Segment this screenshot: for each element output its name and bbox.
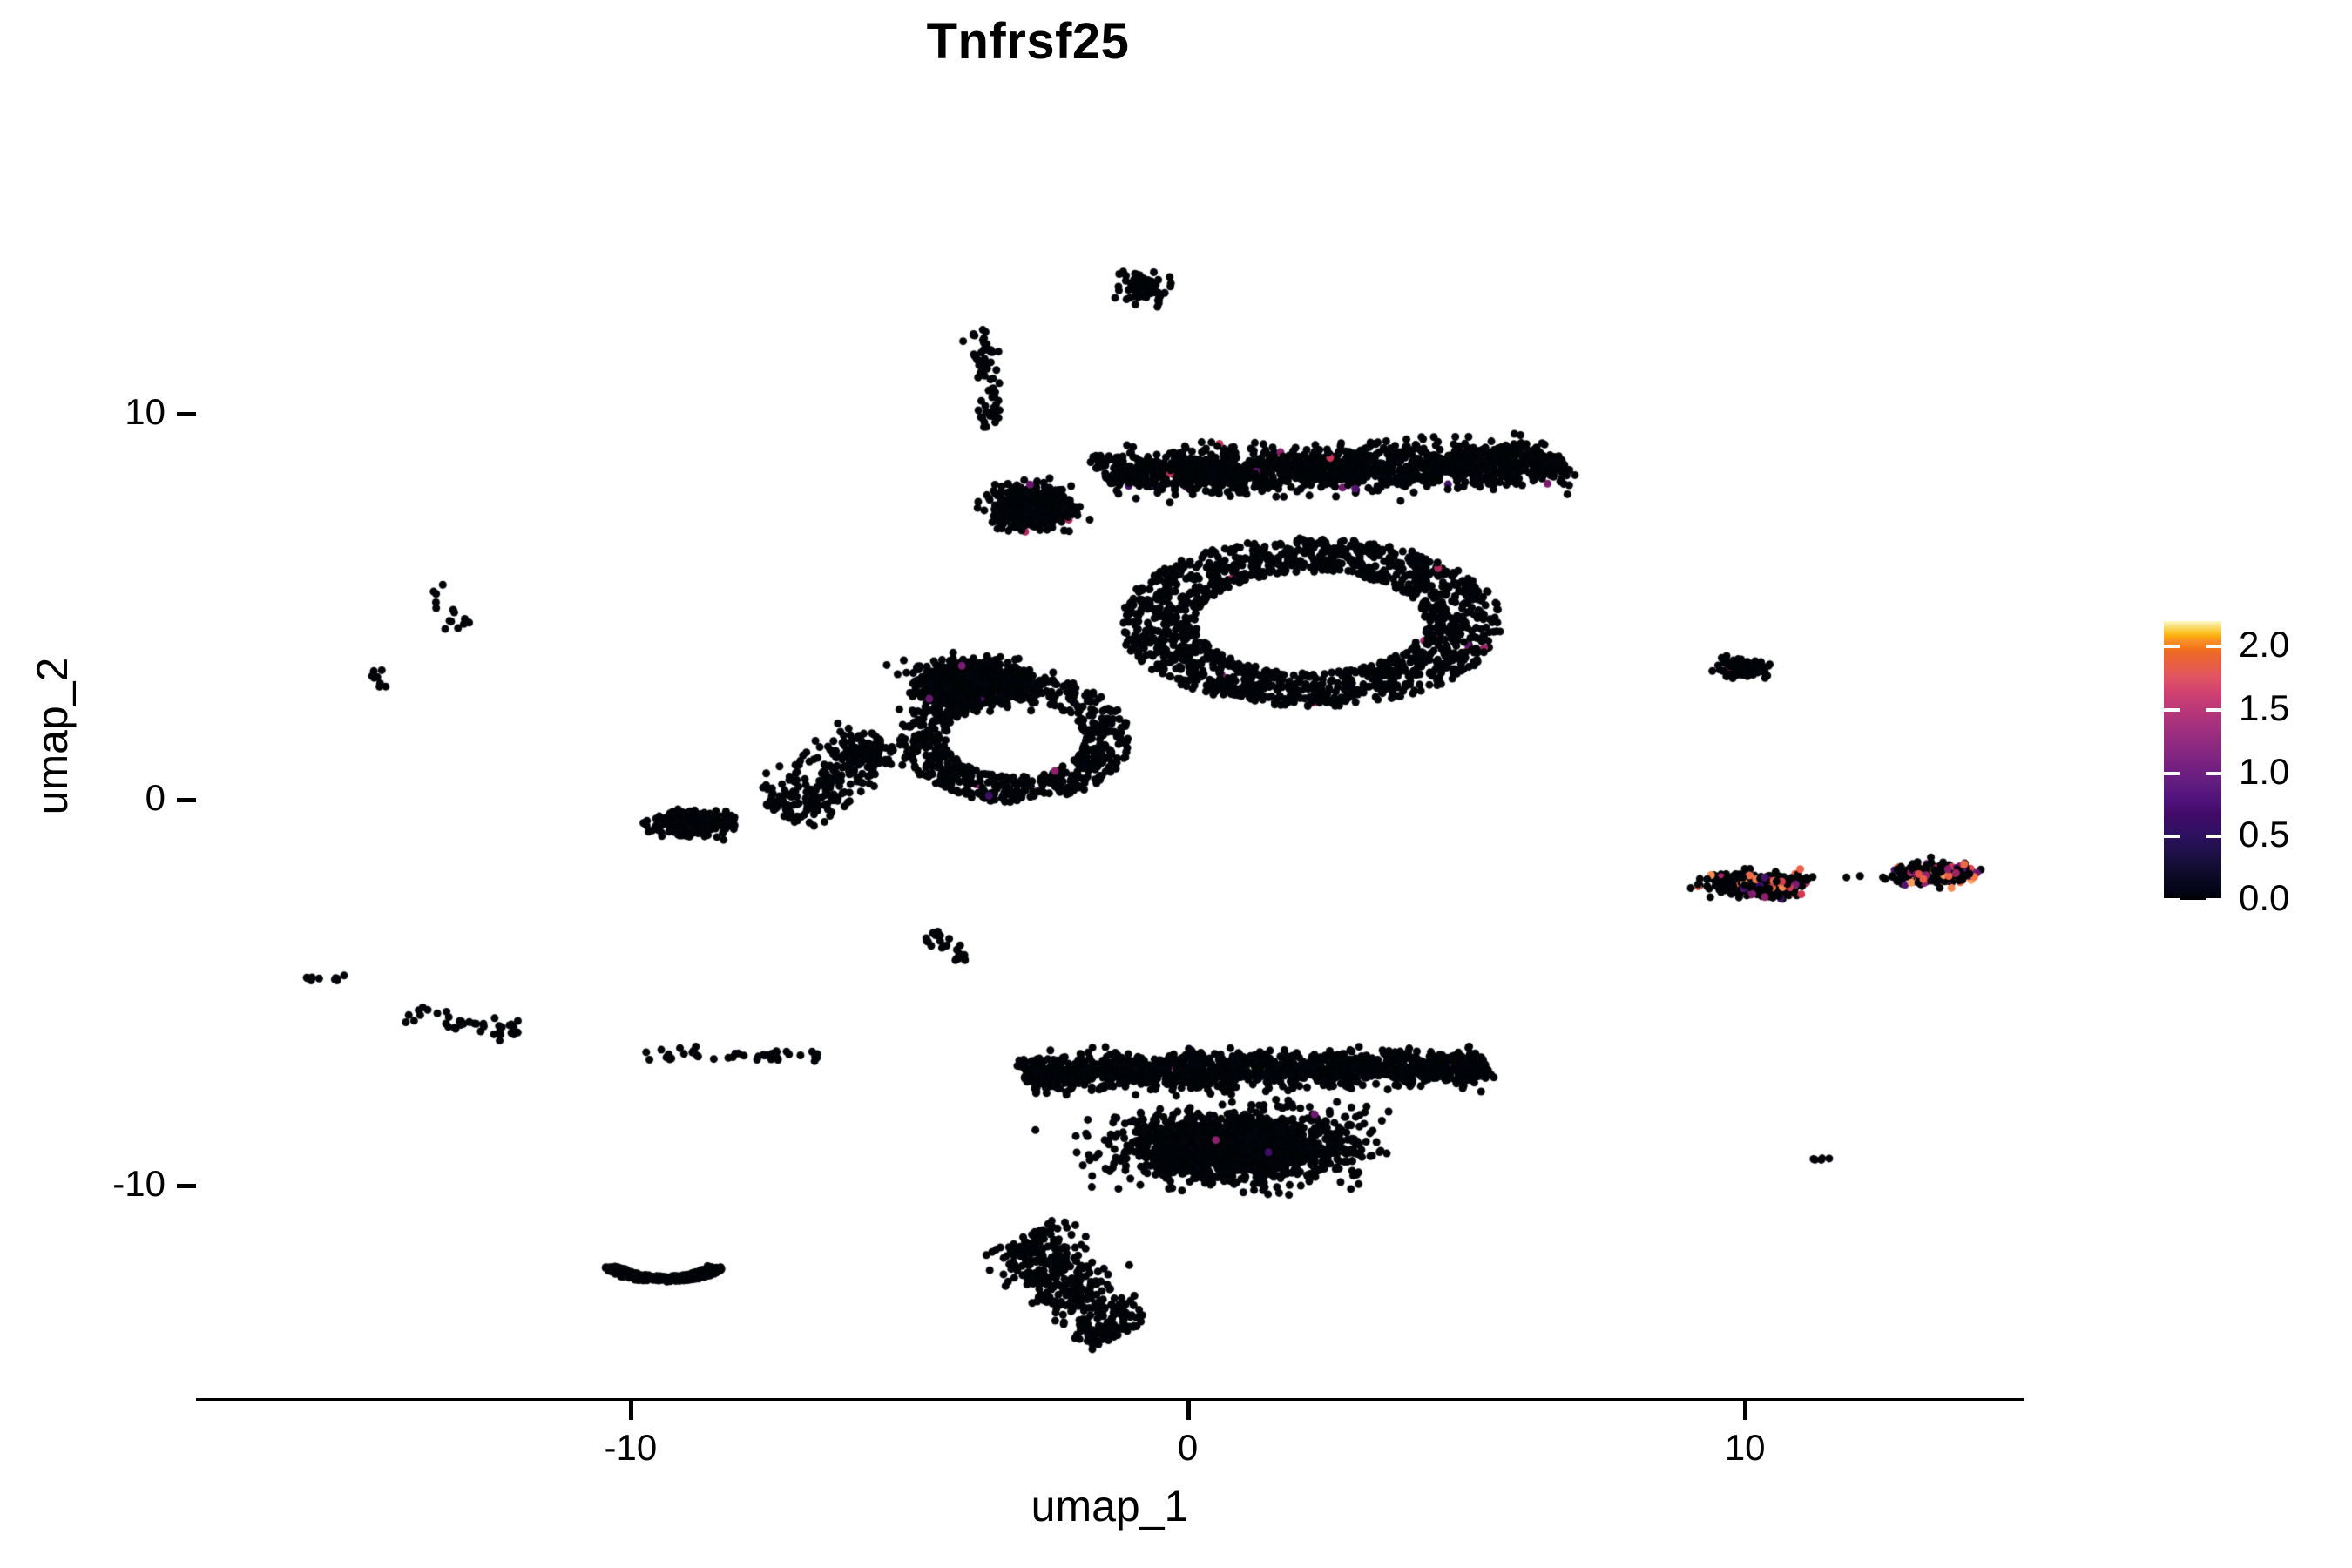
colorbar-tick-mark (2164, 898, 2180, 902)
colorbar-tick-mark (2206, 835, 2221, 839)
colorbar-tick-label: 1.0 (2239, 750, 2290, 792)
colorbar-legend: 0.0 0.5 1.0 1.5 2.0 (2152, 610, 2343, 918)
y-tick-mark (177, 798, 196, 803)
scatter-canvas (196, 125, 2024, 1398)
colorbar-tick-mark (2206, 898, 2221, 902)
x-axis-label: umap_1 (1031, 1482, 1189, 1531)
x-tick-mark (628, 1401, 633, 1420)
colorbar-tick-mark (2206, 645, 2221, 649)
colorbar-tick-label: 0.0 (2239, 877, 2290, 918)
colorbar-tick-label: 0.5 (2239, 814, 2290, 855)
colorbar-gradient (2164, 621, 2221, 900)
x-tick-mark (1743, 1401, 1748, 1420)
colorbar-tick-mark (2164, 645, 2180, 649)
y-tick-mark (177, 412, 196, 417)
y-axis-label: umap_2 (28, 657, 77, 815)
colorbar-tick-mark (2206, 771, 2221, 775)
colorbar-tick-mark (2164, 771, 2180, 775)
y-tick-mark (177, 1184, 196, 1189)
y-tick-label: 10 (125, 391, 166, 433)
y-tick-label: 0 (145, 777, 166, 819)
x-tick-label: 0 (1177, 1427, 1199, 1468)
colorbar-tick-label: 1.5 (2239, 686, 2290, 728)
colorbar-tick-mark (2164, 835, 2180, 839)
x-tick-label: 10 (1724, 1427, 1766, 1468)
x-tick-label: -10 (604, 1427, 658, 1468)
colorbar-tick-mark (2164, 707, 2180, 712)
page-title: Tnfrsf25 (926, 13, 1130, 70)
colorbar-tick-label: 2.0 (2239, 624, 2290, 666)
colorbar-tick-mark (2206, 707, 2221, 712)
y-tick-label: -10 (112, 1163, 166, 1205)
plot-panel (196, 125, 2024, 1398)
x-tick-mark (1186, 1401, 1191, 1420)
